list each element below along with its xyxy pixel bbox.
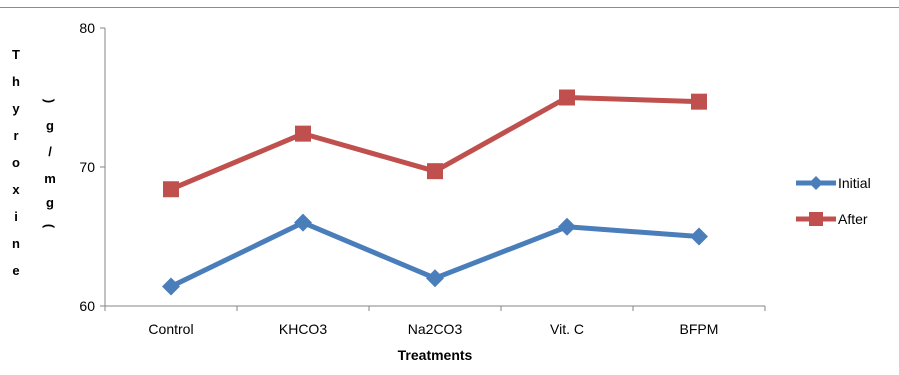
y-title-thyroxine-char: h (12, 74, 20, 89)
series-layer (162, 89, 708, 296)
y-title-unit-char: g (46, 118, 54, 133)
y-title-unit-char: / (48, 144, 52, 159)
y-title-unit-char: m (44, 171, 56, 186)
legend: Initial After (796, 175, 871, 227)
y-title-unit-char: g (46, 195, 54, 210)
x-tick-label: BFPM (680, 321, 719, 337)
y-tick-label: 70 (79, 159, 95, 175)
y-tick-group: 60 70 80 (79, 20, 105, 314)
data-point-square (691, 93, 707, 110)
y-tick-label: 80 (79, 20, 95, 36)
top-border-line (0, 7, 899, 8)
x-tick-group: Control KHCO3 Na2CO3 Vit. C BFPM (104, 306, 766, 337)
x-tick-label: Control (148, 321, 193, 337)
series-initial (162, 213, 708, 296)
series-after (163, 89, 707, 198)
x-tick-label: KHCO3 (279, 321, 327, 337)
y-title-thyroxine-char: e (12, 263, 19, 278)
y-tick-label: 60 (79, 298, 95, 314)
data-point-square (427, 163, 443, 180)
legend-marker-diamond (809, 176, 823, 190)
data-point-diamond (162, 277, 180, 296)
y-title-unit-char: ( (40, 98, 55, 103)
data-point-square (163, 181, 179, 198)
y-title-thyroxine-char: o (12, 155, 20, 170)
y-axis-title-unit: (g/mg) (40, 98, 56, 228)
y-title-thyroxine-char: T (12, 47, 20, 62)
y-title-thyroxine-char: x (12, 182, 20, 197)
y-title-thyroxine-char: r (13, 128, 18, 143)
y-title-thyroxine-char: i (14, 209, 18, 224)
legend-label: After (838, 211, 868, 227)
y-title-thyroxine-char: y (12, 101, 20, 116)
data-point-diamond (426, 269, 444, 288)
y-title-unit-char: ) (40, 224, 55, 228)
data-point-square (295, 125, 311, 142)
data-point-diamond (558, 217, 576, 236)
data-point-diamond (690, 227, 708, 246)
x-tick-label: Vit. C (550, 321, 584, 337)
legend-label: Initial (838, 175, 871, 191)
data-point-diamond (294, 213, 312, 232)
data-point-square (559, 89, 575, 106)
x-axis-title: Treatments (398, 347, 473, 363)
x-tick-label: Na2CO3 (408, 321, 463, 337)
legend-marker-square (809, 212, 823, 226)
y-title-thyroxine-char: n (12, 236, 20, 251)
